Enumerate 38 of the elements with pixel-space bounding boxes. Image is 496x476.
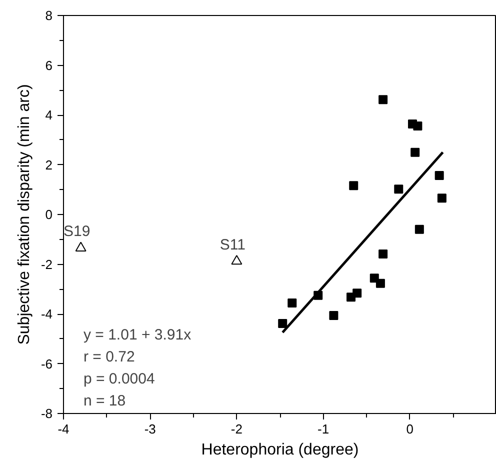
point [437,194,446,203]
point [394,184,404,194]
y-tick-label: -8 [40,406,53,421]
x-tick-label: -2 [230,422,242,436]
y-tick-label: 2 [45,157,53,172]
point [231,254,242,265]
point [346,292,356,302]
point [288,298,297,308]
point [378,95,388,104]
x-tick-label: 0 [406,422,414,436]
x-tick-label: -4 [58,422,70,436]
annotation: y = 1.01 + 3.91x [84,326,192,344]
y-tick-label: 8 [45,8,53,23]
y-tick-label: -2 [40,256,53,272]
point [414,224,424,234]
point [75,242,86,252]
point [278,318,288,328]
annotation: n = 18 [84,392,126,410]
y-tick-label: -6 [40,356,53,372]
x-tick-label: -1 [318,422,330,436]
y-axis-title: Subjective fixation disparity (min arc) [16,84,33,345]
y-tick-label: 4 [45,108,53,122]
annotation: r = 0.72 [84,348,135,366]
annotation: p = 0.0004 [84,370,155,388]
point [413,121,422,130]
point [434,170,444,180]
point [349,181,358,190]
point [329,310,338,320]
y-tick-label: 6 [45,58,53,73]
point [410,148,420,157]
annotation: S11 [220,236,246,254]
y-tick-label: -4 [40,306,53,322]
point [378,250,388,259]
x-axis-title: Heterophoria (degree) [201,442,359,458]
y-tick-label: 0 [45,207,53,222]
point [376,278,385,288]
annotation: S19 [63,223,90,240]
x-tick-label: -3 [144,422,156,436]
